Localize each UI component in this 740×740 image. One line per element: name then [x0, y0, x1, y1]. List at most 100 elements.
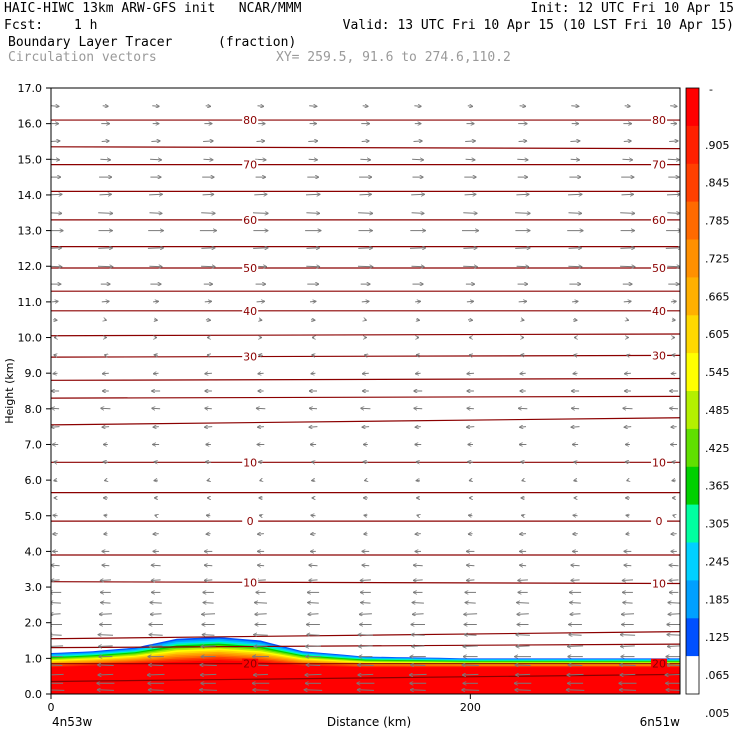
circulation-vector	[624, 565, 632, 566]
circulation-vector	[306, 266, 320, 267]
colorbar-swatch	[686, 428, 699, 468]
circulation-vector	[151, 565, 161, 566]
circulation-vector	[518, 301, 527, 302]
circulation-vector	[309, 580, 318, 581]
colorbar-label: .485	[705, 404, 730, 417]
y-tick-label: 11.0	[18, 296, 43, 309]
circulation-vector	[310, 320, 315, 321]
contour-label-bg	[242, 214, 259, 225]
circulation-vector	[98, 635, 114, 636]
circulation-vector	[204, 580, 213, 581]
circulation-vector	[361, 603, 371, 604]
circulation-vector	[53, 373, 58, 374]
contour-label-bg	[242, 305, 259, 316]
contour-label: 50	[243, 262, 257, 275]
circulation-vector	[259, 355, 263, 356]
y-tick-label: 12.0	[18, 260, 43, 273]
circulation-vector	[150, 603, 162, 604]
circulation-vector	[312, 480, 315, 481]
circulation-vector	[52, 301, 58, 302]
x-tick-label: 200	[460, 701, 481, 714]
circulation-vector	[411, 194, 424, 195]
circulation-vector	[308, 159, 318, 160]
circulation-vector	[98, 248, 112, 249]
circulation-vector	[97, 665, 114, 666]
circulation-vector	[568, 194, 582, 195]
circulation-vector	[362, 373, 369, 374]
circulation-vector	[518, 580, 528, 581]
circulation-vector	[51, 248, 62, 249]
circulation-vector	[666, 665, 680, 666]
circulation-vector	[463, 266, 477, 267]
circulation-vector	[411, 213, 425, 214]
contour-label: 0	[656, 515, 663, 528]
y-tick-label: 17.0	[18, 82, 43, 95]
circulation-vector	[360, 159, 370, 160]
circulation-vector	[155, 515, 157, 516]
circulation-vector	[672, 480, 676, 481]
circulation-vector	[521, 462, 525, 463]
circulation-vector	[627, 480, 629, 481]
circulation-vector	[410, 690, 426, 691]
circulation-vector	[151, 580, 161, 581]
circulation-vector	[306, 213, 319, 214]
circulation-vector	[150, 614, 162, 615]
circulation-vector	[101, 141, 110, 142]
circulation-vector	[104, 515, 107, 516]
circulation-vector	[468, 534, 473, 535]
circulation-vector	[200, 690, 218, 691]
circulation-vector	[205, 106, 211, 107]
circulation-vector	[202, 614, 216, 615]
contour-label-bg	[651, 159, 668, 170]
circulation-vector	[515, 665, 531, 666]
colorbar-swatch	[686, 239, 699, 278]
circulation-vector	[105, 480, 107, 481]
circulation-vector	[204, 565, 213, 566]
circulation-vector	[256, 141, 265, 142]
circulation-vector	[51, 427, 60, 428]
contour-label: 40	[243, 305, 257, 318]
circulation-vector	[570, 141, 580, 142]
circulation-vector	[362, 427, 370, 428]
circulation-vector	[468, 462, 474, 463]
circulation-vector	[51, 106, 59, 107]
circulation-vector	[51, 689, 65, 691]
colorbar-label: .665	[705, 290, 730, 303]
circulation-vector	[667, 646, 680, 647]
contour-label-bg	[242, 351, 259, 362]
contour-label: 10	[243, 576, 257, 589]
valid-time: Valid: 13 UTC Fri 10 Apr 15 (10 LST Fri …	[342, 18, 734, 33]
circulation-vector	[257, 565, 265, 566]
circulation-vector	[519, 565, 527, 566]
circulation-vector	[415, 534, 421, 535]
circulation-vector	[518, 141, 527, 142]
contour-label: 80	[652, 114, 666, 127]
circulation-vector	[623, 603, 633, 604]
circulation-vector	[51, 580, 60, 581]
circulation-vector	[464, 635, 477, 636]
circulation-vector	[154, 462, 158, 463]
circulation-vector	[258, 373, 264, 374]
contour-label-bg	[651, 578, 668, 589]
circulation-vector	[666, 690, 680, 691]
colorbar-swatch	[686, 201, 699, 240]
circulation-vector	[362, 106, 369, 107]
circulation-vector	[309, 301, 316, 302]
contour-label: 70	[243, 159, 257, 172]
contour-label-bg	[651, 263, 668, 274]
circulation-vector	[620, 646, 635, 647]
circulation-vector	[516, 646, 530, 647]
y-tick-label: 3.0	[25, 581, 43, 594]
circulation-vector	[200, 674, 217, 675]
circulation-vector	[672, 462, 676, 463]
circulation-vector	[257, 534, 264, 535]
circulation-vector	[53, 534, 58, 535]
circulation-vector	[202, 635, 215, 636]
contour-label: 80	[243, 114, 257, 127]
circulation-vector	[259, 320, 262, 321]
circulation-vector	[515, 674, 531, 675]
circulation-vector	[358, 213, 373, 214]
circulation-vector	[619, 690, 637, 691]
forecast-label: Fcst:	[4, 18, 44, 33]
circulation-vector	[668, 603, 680, 604]
